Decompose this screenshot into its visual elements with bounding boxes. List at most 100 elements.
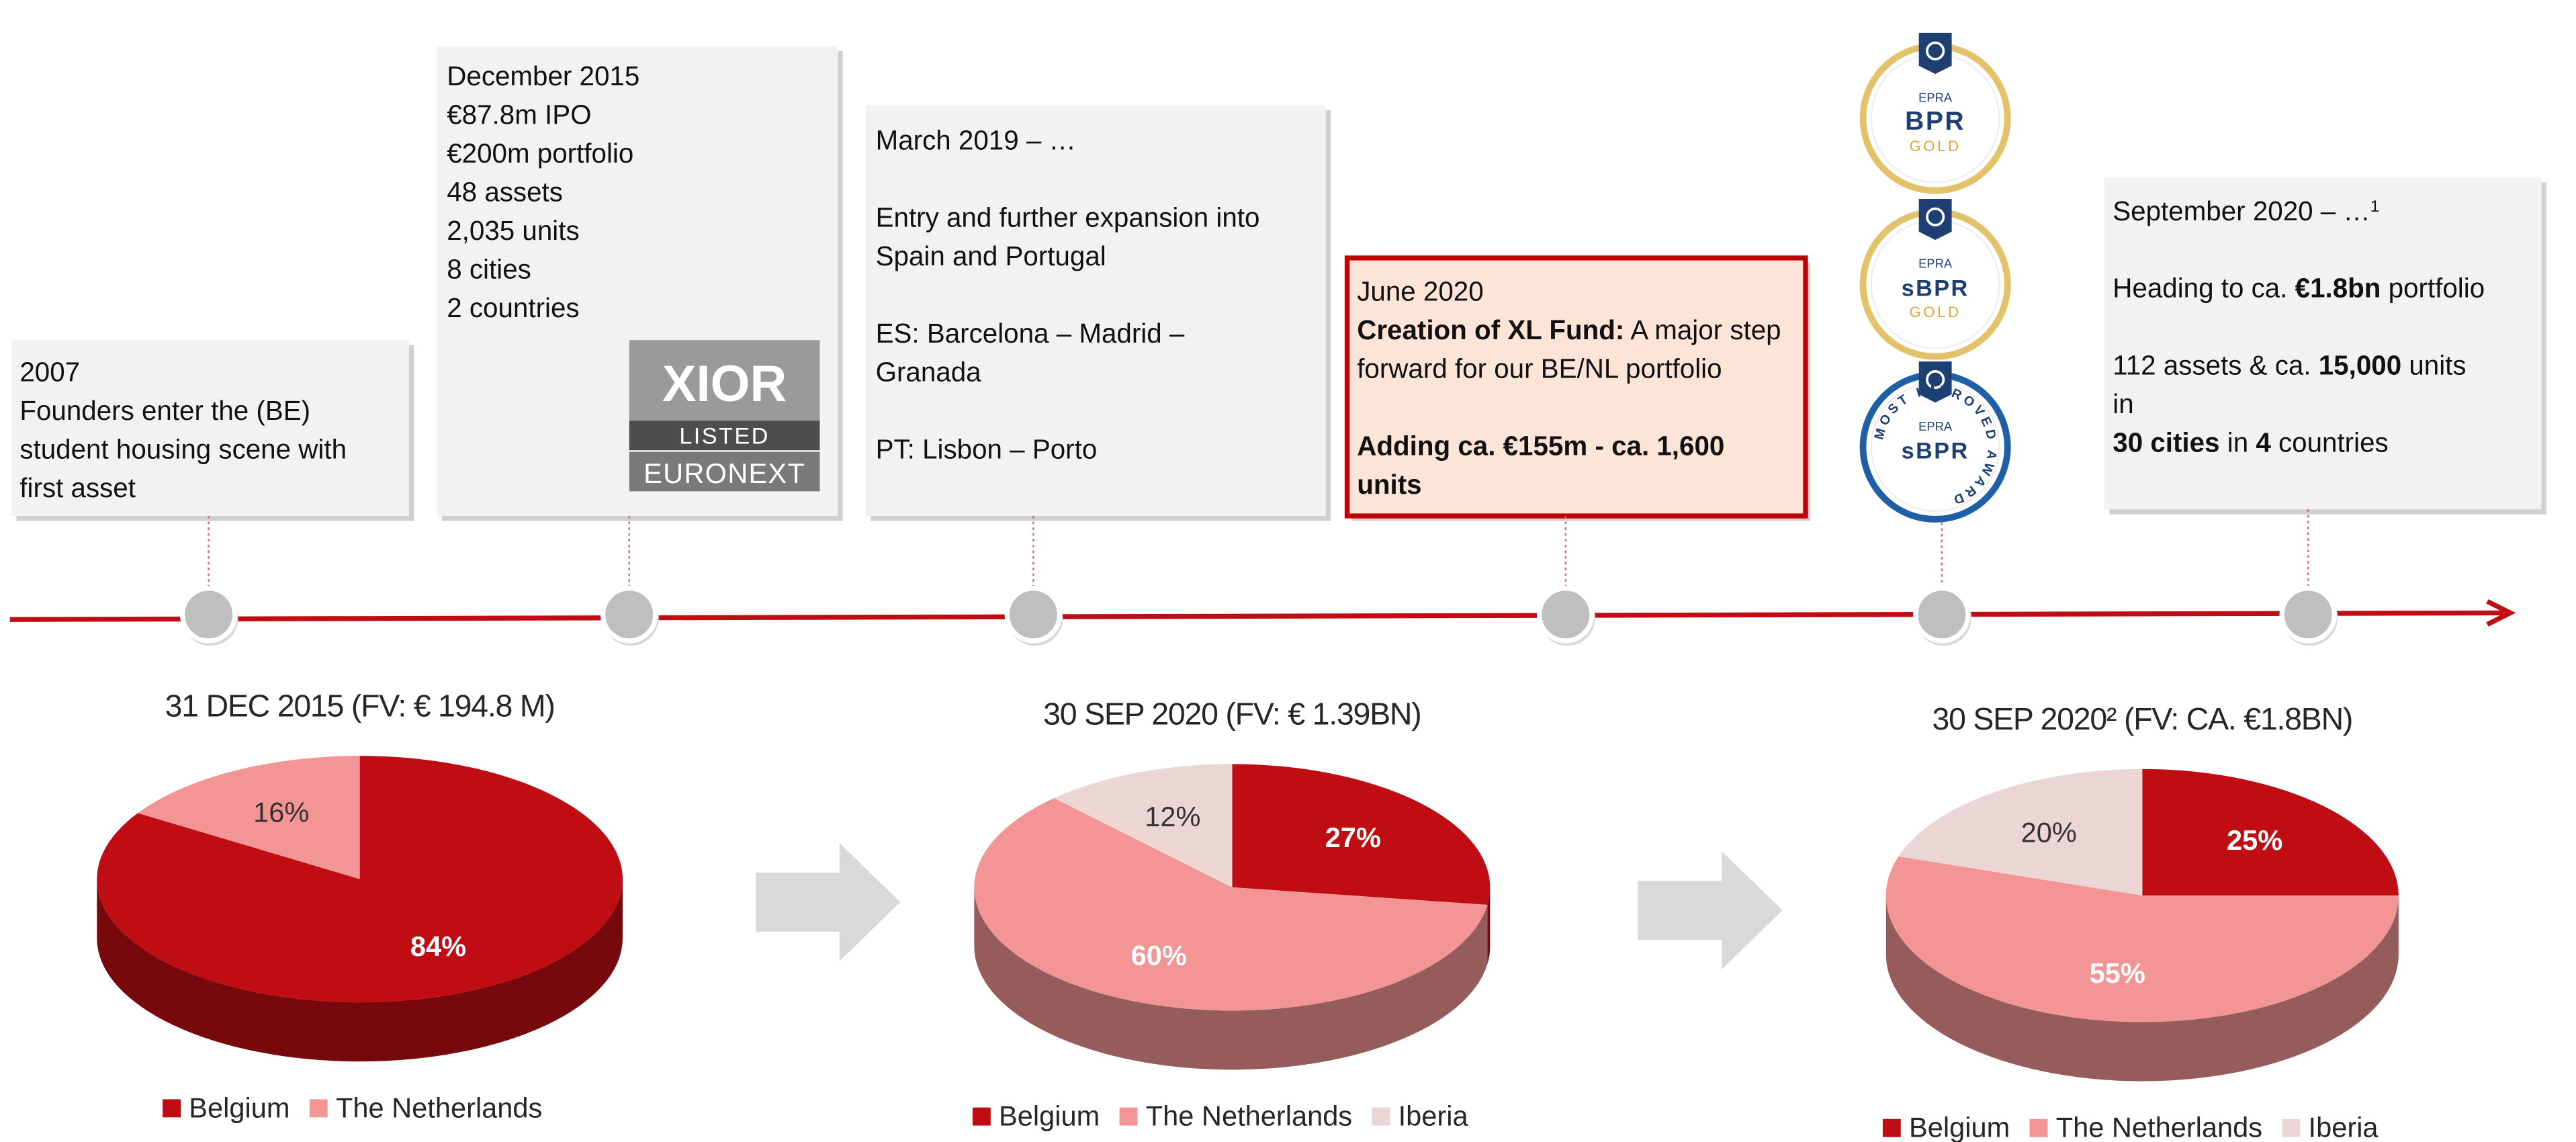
timeline-node (600, 586, 658, 644)
event-text-span: A major step (1624, 314, 1781, 345)
event-text: June 2020 (1357, 276, 1483, 307)
event-text: Heading to ca. €1.8bn portfolio (2113, 273, 2485, 304)
event-text: Spain and Portugal (876, 240, 1106, 271)
pie-slice-side (1487, 887, 1491, 965)
event-text-span: €1.8bn (2295, 273, 2381, 304)
legend-label: The Netherlands (1146, 1100, 1352, 1132)
timeline-node (1537, 586, 1595, 644)
event-text-span: Heading to ca. (2113, 273, 2295, 304)
badge-icon (1926, 207, 1945, 226)
event-text: units (1357, 469, 1421, 500)
pie-value-label: 55% (2090, 957, 2145, 989)
logo-line: LISTED (679, 423, 770, 449)
legend-swatch (1372, 1107, 1390, 1126)
badge-tab (1918, 32, 1952, 75)
event-text-span: units (1357, 469, 1421, 500)
pie-value-label: 84% (410, 930, 466, 962)
legend-swatch (163, 1099, 181, 1118)
event-text: PT: Lisbon – Porto (876, 433, 1098, 464)
event-text-span: Adding ca. €155m - ca. 1,600 (1357, 431, 1724, 462)
event-text-span: March 2019 (876, 125, 1019, 156)
event-text: €87.8m IPO (447, 99, 591, 130)
timeline-node (2279, 586, 2338, 644)
event-text: Creation of XL Fund: A major step (1357, 314, 1781, 345)
logo-band (629, 421, 820, 451)
pie-slice (974, 798, 1488, 1011)
pie-slice (1898, 768, 2143, 896)
event-text: 2 countries (447, 292, 579, 323)
event-text: Granada (876, 356, 982, 387)
event-text: student housing scene with (19, 433, 347, 464)
pie-slice-side (97, 879, 623, 1062)
event-text-span: September 2020 – … (2113, 195, 2370, 226)
pie-value-label: 27% (1325, 822, 1381, 853)
legend-label: Belgium (999, 1100, 1100, 1132)
event-text: 48 assets (447, 177, 563, 208)
event-box (865, 105, 1326, 517)
event-text-span: 4 (2256, 427, 2271, 458)
event-text: 2,035 units (447, 215, 579, 246)
event-text-span: Creation of XL Fund: (1357, 314, 1624, 345)
logo-bottom (629, 451, 820, 492)
legend-swatch (972, 1107, 991, 1126)
pie-slice (138, 756, 360, 879)
legend-swatch (2282, 1118, 2301, 1137)
event-text-span: in (2220, 427, 2256, 458)
event-text-span: 112 assets & ca. (2113, 350, 2318, 381)
event-text-span: portfolio (2381, 273, 2485, 304)
legend-label: The Netherlands (2056, 1112, 2262, 1142)
badge-main: sBPR (1902, 438, 1969, 464)
legend-label: Belgium (189, 1092, 290, 1123)
timeline-arrow-head (2486, 599, 2516, 627)
event-text: 8 cities (447, 254, 531, 285)
pie-title: 30 SEP 2020 (FV: € 1.39BN) (1043, 697, 1421, 732)
event-text: December 2015 (447, 60, 639, 91)
event-text: ES: Barcelona – Madrid – (876, 318, 1185, 349)
pie-value-label: 20% (2021, 816, 2077, 848)
timeline-axis (9, 610, 2504, 622)
pie-slice (1054, 764, 1233, 887)
event-text: September 2020 – …1 (2113, 195, 2379, 226)
legend-label: Iberia (2309, 1112, 2379, 1142)
legend-swatch (1882, 1118, 1901, 1137)
event-text: 2007 (19, 356, 80, 387)
event-text-span: 1 (2370, 197, 2380, 215)
event-text-span: 30 cities (2113, 427, 2219, 458)
logo-line: EURONEXT (643, 457, 805, 489)
pie-value-label: 25% (2227, 824, 2282, 856)
event-text: forward for our BE/NL portfolio (1357, 353, 1722, 384)
event-text: Founders enter the (BE) (19, 395, 310, 426)
badge-tab (1918, 361, 1952, 403)
pie-slice (1885, 856, 2399, 1022)
event-text: March 2019 – … (876, 125, 1076, 156)
logo-name: XIOR (662, 355, 787, 412)
legend-swatch (2029, 1118, 2048, 1137)
badge-top: EPRA (1918, 419, 1953, 433)
event-text: in (2113, 388, 2133, 419)
pie-slice (1232, 764, 1491, 905)
pie-value-label: 16% (253, 797, 309, 828)
event-box (2104, 177, 2542, 510)
event-text-span: countries (2271, 427, 2389, 458)
badge-bottom: GOLD (1910, 138, 1961, 155)
pie-slice-side (1885, 895, 2399, 1082)
legend-label: The Netherlands (336, 1092, 542, 1123)
pie-slice-side (974, 887, 1488, 1070)
logo-top (629, 340, 820, 421)
pie-value-label: 60% (1131, 940, 1187, 971)
event-text: 112 assets & ca. 15,000 units (2113, 350, 2466, 381)
pie-title: 30 SEP 2020² (FV: CA. €1.8BN) (1932, 701, 2352, 736)
badge-icon (1926, 41, 1945, 60)
transition-arrow (1638, 851, 1783, 970)
event-box (1344, 255, 1808, 519)
pie-slice (97, 756, 623, 1003)
event-text: 30 cities in 4 countries (2113, 427, 2388, 458)
legend-label: Belgium (1909, 1112, 2010, 1142)
timeline-node (179, 586, 238, 644)
badge-icon (1926, 369, 1945, 390)
event-text: €200m portfolio (447, 138, 633, 169)
event-text-span: 15,000 (2319, 350, 2401, 381)
event-text: Entry and further expansion into (876, 202, 1260, 233)
